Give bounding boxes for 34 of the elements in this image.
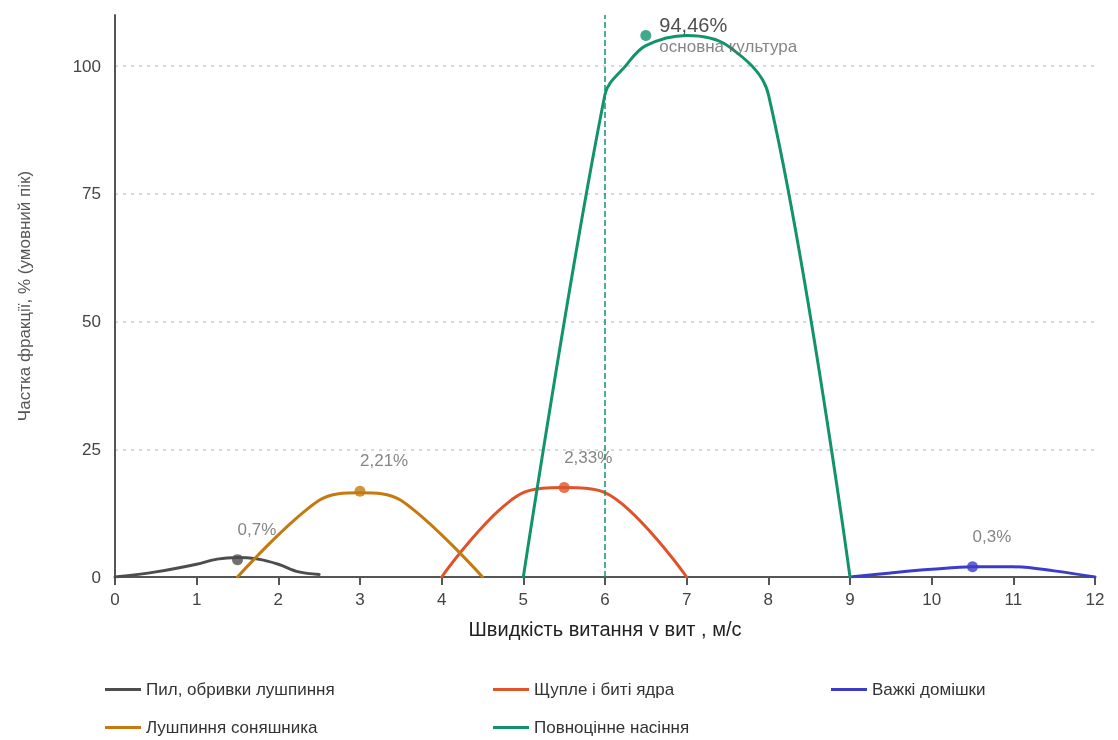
x-tick-label: 6: [600, 590, 610, 609]
x-tick-label: 2: [273, 590, 284, 609]
point: [354, 485, 366, 497]
annotation: 94,46%: [659, 14, 728, 37]
point: [967, 561, 978, 573]
x-tick-label: 7: [681, 590, 692, 609]
x-tick-label: 0: [110, 590, 120, 609]
x-tick-label: 10: [922, 590, 942, 609]
annotation: основна культура: [659, 36, 798, 56]
y-tick-label: 25: [82, 439, 101, 459]
y-tick-label: 100: [72, 56, 101, 76]
annotation: 2,33%: [564, 447, 613, 467]
y-axis-title: Частка фракції, % (умовний пік): [15, 170, 34, 422]
y-tick-label: 50: [82, 312, 101, 332]
legend-label: Пил, обривки лушпиння: [146, 680, 335, 699]
x-tick-label: 1: [191, 590, 202, 609]
annotation: 0,3%: [972, 526, 1012, 546]
legend-label: Лушпиння соняшника: [146, 718, 318, 737]
x-tick-label: 8: [763, 590, 774, 609]
x-tick-label: 9: [845, 590, 855, 609]
y-tick-label: 0: [91, 567, 101, 587]
annotation: 0,7%: [237, 519, 277, 539]
legend-label: Щупле і биті ядра: [534, 680, 675, 699]
legend-label: Важкі домішки: [872, 680, 986, 699]
annotation: 2,21%: [360, 451, 409, 471]
point: [558, 482, 570, 494]
x-axis-title: Швидкість витання v вит , м/с: [468, 618, 742, 640]
x-tick-label: 12: [1085, 590, 1105, 609]
x-tick-label: 11: [1004, 590, 1023, 609]
x-tick-label: 3: [355, 590, 365, 609]
x-tick-label: 5: [518, 590, 529, 609]
y-tick-label: 75: [82, 184, 101, 204]
legend-label: Повноцінне насіння: [534, 718, 690, 737]
x-tick-label: 4: [436, 590, 447, 609]
